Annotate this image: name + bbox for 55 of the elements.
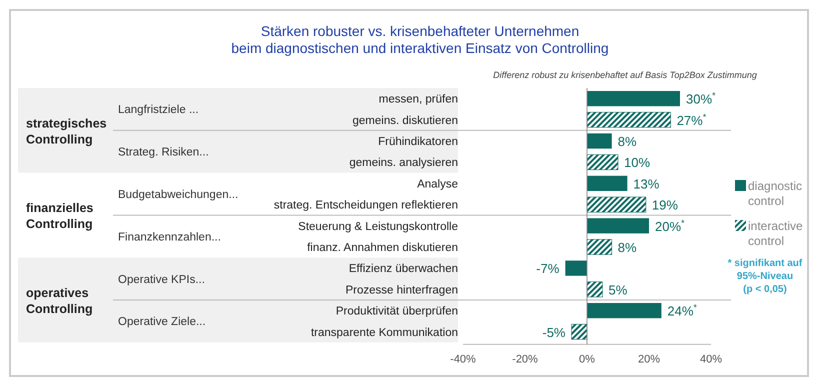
text: Strateg. Risiken... xyxy=(118,146,209,159)
y-tick-label: Analyse xyxy=(417,178,458,190)
y-tick-label: finanz. Annahmen diskutieren xyxy=(307,242,458,254)
x-tick-label: 0% xyxy=(579,353,596,366)
y-tick-label: Effizienz überwachen xyxy=(348,263,458,276)
data-label: 5% xyxy=(608,282,628,298)
y-tick-label: gemeins. analysieren xyxy=(349,157,458,170)
bar xyxy=(586,196,646,212)
data-label: -5% xyxy=(542,324,566,340)
bar xyxy=(587,91,680,106)
text: operatives Controlling xyxy=(26,286,93,316)
legend-label: interactive control xyxy=(748,219,804,248)
text: Langfristziele ... xyxy=(118,104,199,116)
x-tick-label: 20% xyxy=(638,353,660,366)
bar xyxy=(586,112,671,128)
bar xyxy=(565,260,587,276)
data-label: 27%$^{*}$ xyxy=(676,112,707,128)
text: Finanzkennzahlen... xyxy=(118,231,221,244)
data-label: 19% xyxy=(652,198,678,213)
text: Operative Ziele... xyxy=(118,316,206,328)
bar xyxy=(587,218,649,234)
chart-title: Stärken robuster vs. krisenbehafteter Unternehmen beim diagnostischen und interaktiven Einsatz von Controlling xyxy=(231,23,609,56)
y-tick-label: gemeins. diskutieren xyxy=(352,114,458,127)
bar xyxy=(586,239,612,255)
y-tick-label: Steuerung & Leistungskontrolle xyxy=(298,220,458,233)
x-tick-label: 40% xyxy=(700,353,722,366)
data-label: -7% xyxy=(536,261,560,276)
y-tick-label: messen, prüfen xyxy=(378,94,458,106)
bar xyxy=(586,154,618,170)
data-label: 8% xyxy=(618,134,638,149)
y-tick-label: Produktivität überprüfen xyxy=(336,306,458,318)
data-label: 13% xyxy=(633,176,660,192)
x-tick-label: -40% xyxy=(450,353,476,366)
bar xyxy=(587,133,612,149)
bar xyxy=(587,176,628,191)
bar xyxy=(587,303,662,318)
y-tick-label: strateg. Entscheidungen reflektieren xyxy=(274,200,458,212)
bar xyxy=(571,324,588,340)
bar xyxy=(586,282,603,298)
text: Operative KPIs... xyxy=(118,274,205,286)
data-label: 24%$^{*}$ xyxy=(667,302,698,319)
data-label: 8% xyxy=(618,240,638,255)
chart-subtitle: Differenz robust zu krisenbehaftet auf Basis Top2Box Zustimmung xyxy=(493,70,757,80)
text: finanzielles Controlling xyxy=(26,201,94,232)
y-tick-label: transparente Kommunikation xyxy=(310,326,458,339)
text: * signifikant auf 95%-Niveau (p < 0,05) xyxy=(728,258,803,295)
y-tick-label: Frühindikatoren xyxy=(378,136,458,148)
text: Budgetabweichungen... xyxy=(118,189,238,201)
data-label: 20%$^{*}$ xyxy=(655,218,686,234)
text: strategisches Controlling xyxy=(26,116,107,146)
x-tick-label: -20% xyxy=(512,353,538,366)
y-tick-label: Prozesse hinterfragen xyxy=(345,284,458,296)
data-label: 10% xyxy=(624,155,650,170)
legend-label: diagnostic control xyxy=(748,179,802,208)
data-label: 30%$^{*}$ xyxy=(686,90,716,107)
